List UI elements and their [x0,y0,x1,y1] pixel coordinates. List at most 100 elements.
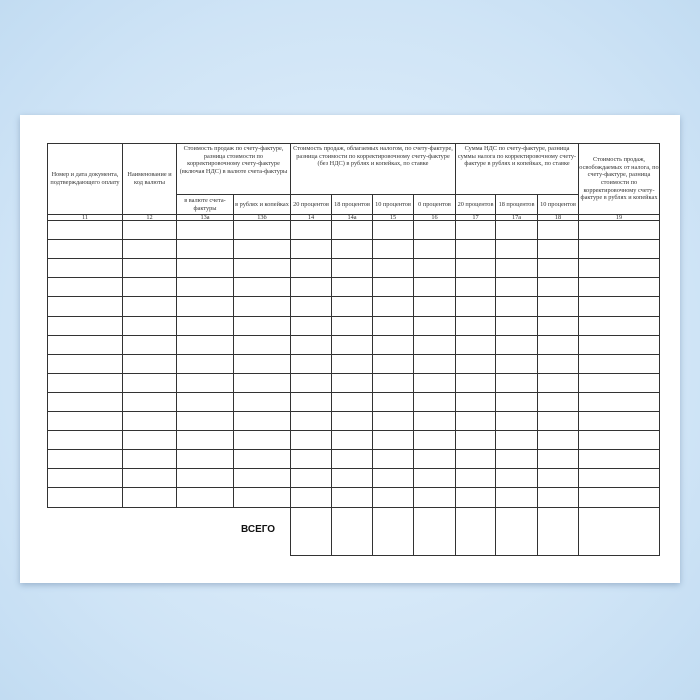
table-cell[interactable] [290,296,332,317]
table-cell[interactable] [495,468,538,488]
table-cell[interactable] [331,258,373,278]
table-cell[interactable] [331,449,373,469]
table-cell[interactable] [290,430,332,450]
table-cell[interactable] [372,468,414,488]
table-cell[interactable] [176,258,234,278]
table-cell[interactable] [290,258,332,278]
table-cell[interactable] [413,449,456,469]
table-cell[interactable] [372,258,414,278]
table-cell[interactable] [176,239,234,259]
table-cell[interactable] [290,411,332,431]
total-cell[interactable] [495,507,538,556]
total-cell[interactable] [331,507,373,556]
table-cell[interactable] [413,258,456,278]
table-cell[interactable] [176,220,234,240]
table-cell[interactable] [455,411,496,431]
table-cell[interactable] [578,335,660,355]
table-cell[interactable] [372,392,414,412]
table-cell[interactable] [47,468,123,488]
table-cell[interactable] [413,239,456,259]
table-cell[interactable] [233,277,291,297]
table-cell[interactable] [176,277,234,297]
table-cell[interactable] [331,430,373,450]
table-cell[interactable] [495,277,538,297]
table-cell[interactable] [122,220,177,240]
table-cell[interactable] [578,487,660,508]
table-cell[interactable] [372,449,414,469]
table-cell[interactable] [537,392,579,412]
table-cell[interactable] [331,277,373,297]
table-cell[interactable] [455,220,496,240]
table-cell[interactable] [47,258,123,278]
table-cell[interactable] [413,354,456,374]
table-cell[interactable] [290,220,332,240]
table-cell[interactable] [495,487,538,508]
table-cell[interactable] [578,296,660,317]
table-cell[interactable] [578,220,660,240]
table-cell[interactable] [176,449,234,469]
table-cell[interactable] [455,316,496,336]
table-cell[interactable] [413,335,456,355]
table-cell[interactable] [122,258,177,278]
table-cell[interactable] [413,487,456,508]
table-cell[interactable] [176,354,234,374]
total-cell[interactable] [537,507,579,556]
table-cell[interactable] [495,449,538,469]
table-cell[interactable] [372,411,414,431]
table-cell[interactable] [331,239,373,259]
table-cell[interactable] [578,354,660,374]
table-cell[interactable] [537,239,579,259]
table-cell[interactable] [176,373,234,393]
table-cell[interactable] [122,316,177,336]
table-cell[interactable] [47,373,123,393]
table-cell[interactable] [372,316,414,336]
total-cell[interactable] [455,507,496,556]
table-cell[interactable] [495,258,538,278]
table-cell[interactable] [537,258,579,278]
table-cell[interactable] [176,316,234,336]
table-cell[interactable] [537,449,579,469]
table-cell[interactable] [122,487,177,508]
table-cell[interactable] [537,220,579,240]
table-cell[interactable] [495,316,538,336]
table-cell[interactable] [176,335,234,355]
table-cell[interactable] [495,239,538,259]
table-cell[interactable] [290,449,332,469]
table-cell[interactable] [372,354,414,374]
table-cell[interactable] [331,373,373,393]
table-cell[interactable] [455,449,496,469]
table-cell[interactable] [331,316,373,336]
table-cell[interactable] [122,392,177,412]
table-cell[interactable] [413,411,456,431]
table-cell[interactable] [331,296,373,317]
table-cell[interactable] [290,487,332,508]
table-cell[interactable] [495,430,538,450]
table-cell[interactable] [372,220,414,240]
table-cell[interactable] [233,316,291,336]
table-cell[interactable] [537,411,579,431]
table-cell[interactable] [47,354,123,374]
table-cell[interactable] [47,487,123,508]
table-cell[interactable] [413,316,456,336]
table-cell[interactable] [537,335,579,355]
table-cell[interactable] [372,373,414,393]
table-cell[interactable] [122,354,177,374]
table-cell[interactable] [233,354,291,374]
table-cell[interactable] [455,239,496,259]
table-cell[interactable] [47,277,123,297]
table-cell[interactable] [495,220,538,240]
table-cell[interactable] [233,373,291,393]
table-cell[interactable] [413,296,456,317]
table-cell[interactable] [47,239,123,259]
table-cell[interactable] [233,392,291,412]
table-cell[interactable] [122,296,177,317]
table-cell[interactable] [233,449,291,469]
table-cell[interactable] [47,316,123,336]
table-cell[interactable] [372,335,414,355]
table-cell[interactable] [47,296,123,317]
table-cell[interactable] [233,220,291,240]
table-cell[interactable] [372,430,414,450]
table-cell[interactable] [233,239,291,259]
table-cell[interactable] [122,468,177,488]
table-cell[interactable] [372,296,414,317]
